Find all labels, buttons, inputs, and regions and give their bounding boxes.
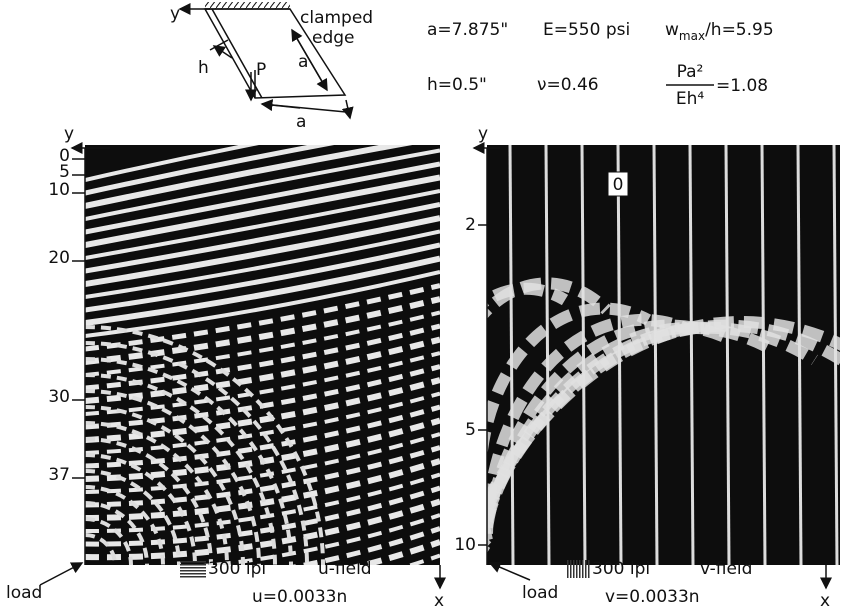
label: 300 lpi <box>592 559 650 579</box>
load-arrow <box>40 563 82 585</box>
axis-label: y <box>170 4 180 24</box>
fringe-order-label: 20 <box>48 248 70 268</box>
parameter: =1.08 <box>716 76 768 96</box>
parameter: h=0.5" <box>427 75 487 95</box>
grating-swatch <box>180 560 206 578</box>
parameter-part: /h=5.95 <box>705 20 774 40</box>
fringe-order-label: 5 <box>59 162 70 182</box>
fringe-order-label: 37 <box>48 465 70 485</box>
label: h <box>198 58 209 78</box>
grating-swatch <box>566 560 590 578</box>
label: P <box>256 60 266 80</box>
axis-label: y <box>478 124 488 144</box>
label: u-field <box>318 559 372 579</box>
moire-image <box>487 145 840 565</box>
fringe-order-label: 10 <box>48 180 70 200</box>
load-arrow <box>490 563 530 580</box>
fringe-order-label: 10 <box>454 535 476 555</box>
parameter: E=550 psi <box>543 20 630 40</box>
label: 300 lpi <box>208 559 266 579</box>
label: load <box>6 583 42 603</box>
parameter: a=7.875" <box>427 20 508 40</box>
fringe-order-label: 2 <box>465 215 476 235</box>
parameter-part: w <box>665 20 679 40</box>
parameter: wmax/h=5.95 <box>665 20 774 43</box>
fringe-order-label: 30 <box>48 387 70 407</box>
fraction-numerator: Pa² <box>677 62 704 82</box>
parameter: ν=0.46 <box>537 75 599 95</box>
label: a <box>298 52 308 72</box>
equation: v=0.0033n <box>605 587 700 607</box>
figure: y clamped edge h P a a a=7.875" E=550 ps… <box>0 0 846 609</box>
equation: u=0.0033n <box>252 587 347 607</box>
axis-label: y <box>64 124 74 144</box>
label: v-field <box>700 559 752 579</box>
label: load <box>522 583 558 603</box>
label: 0 <box>613 175 624 195</box>
label: clamped <box>300 8 373 28</box>
fraction-denominator: Eh⁴ <box>676 89 705 109</box>
label: a <box>296 112 306 132</box>
axis-label: x <box>434 591 444 609</box>
axis-label: x <box>820 591 830 609</box>
fringe-order-label: 5 <box>465 420 476 440</box>
parameter-subscript: max <box>679 29 705 43</box>
label: edge <box>312 28 355 48</box>
